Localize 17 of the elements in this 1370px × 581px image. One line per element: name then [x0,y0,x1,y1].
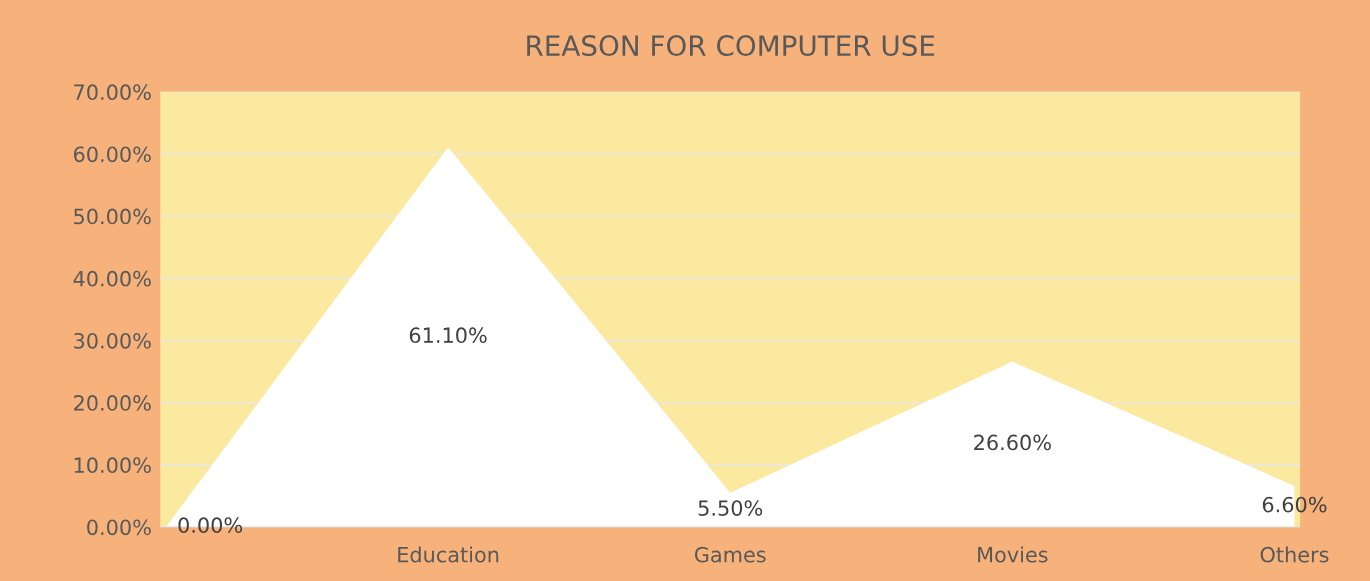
x-tick-label: Movies [978,546,1048,563]
y-tick-label: 70.00% [74,84,151,101]
y-tick-label: 0.00% [87,519,151,536]
y-tick-label: 60.00% [73,146,151,163]
text: 6.60% [1262,496,1327,513]
y-tick-label: 20.00% [74,395,151,411]
x-tick-label: Others [1260,546,1329,563]
text: 61.10% [409,327,487,344]
chart-title: REASON FOR COMPUTER USE [527,35,935,57]
y-tick-label: 10.00% [74,457,151,474]
x-tick-label: Games [694,546,766,563]
text: 5.50% [698,500,763,516]
y-tick-label: 30.00% [74,332,151,349]
y-tick-label: 40.00% [73,270,151,287]
x-tick-label: Education [398,546,499,563]
y-tick-label: 50.00% [74,208,151,225]
text: 26.60% [974,434,1051,451]
